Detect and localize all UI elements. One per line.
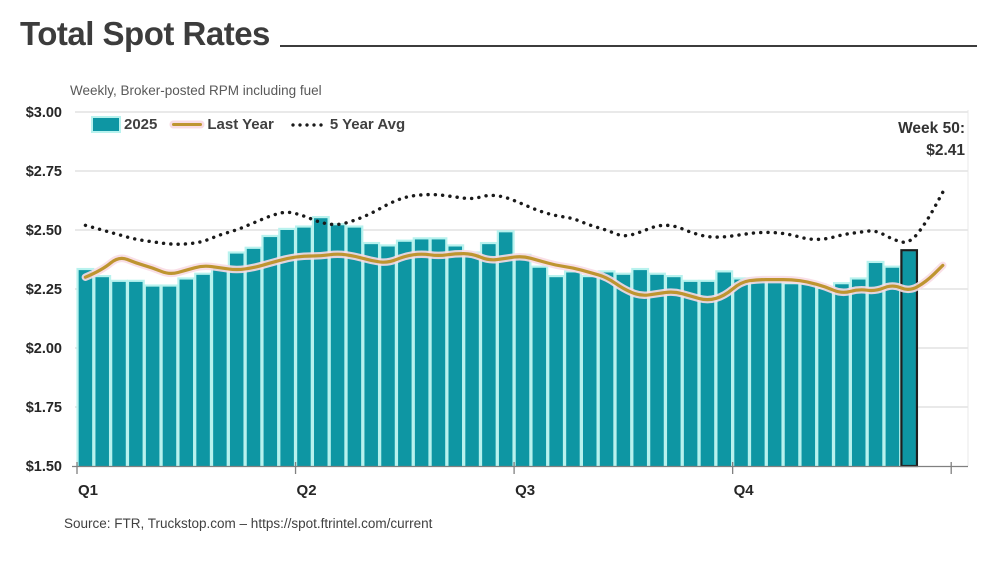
chart-subtitle: Weekly, Broker-posted RPM including fuel: [70, 83, 322, 98]
bar-week-29: [549, 277, 563, 466]
bar-week-12: [263, 237, 278, 466]
x-axis-label-q2: Q2: [297, 482, 317, 499]
y-axis-label: $1.75: [26, 400, 62, 416]
bar-week-8: [196, 274, 210, 466]
legend-label-5-year-avg: 5 Year Avg: [329, 116, 406, 133]
bar-week-18: [364, 244, 378, 466]
bar-week-19: [381, 246, 395, 466]
bar-week-4: [129, 281, 143, 466]
bar-week-41: [751, 279, 765, 466]
legend-label-last-year: Last Year: [207, 116, 274, 133]
y-axis-label: $1.50: [26, 459, 62, 475]
week50-annotation-label: Week 50:: [898, 120, 965, 137]
bar-week-30: [566, 272, 580, 466]
bar-week-25: [482, 244, 496, 466]
bar-week-38: [700, 281, 715, 466]
y-axis-label: $2.50: [26, 223, 62, 239]
y-axis-label: $2.00: [26, 341, 62, 357]
bar-week-17: [347, 227, 362, 466]
bar-week-5: [145, 286, 160, 466]
bar-week-11: [246, 248, 261, 466]
legend-item-last-year: Last Year: [172, 116, 274, 133]
dotted-swatch-icon: [288, 122, 325, 127]
bar-week-9: [213, 267, 227, 466]
bar-week-46: [835, 284, 849, 466]
bar-week-2: [95, 277, 109, 466]
bar-week-1: [78, 270, 93, 466]
y-axis-label: $3.00: [26, 105, 62, 121]
bar-week-22: [431, 239, 446, 466]
bar-week-50: [902, 251, 916, 466]
bar-week-49: [885, 267, 900, 466]
bar-week-39: [717, 272, 731, 466]
legend-label-2025: 2025: [124, 116, 158, 133]
bar-week-33: [616, 274, 631, 466]
x-axis-label-q1: Q1: [78, 482, 98, 499]
five-year-avg-line: [83, 190, 945, 246]
bar-week-44: [801, 284, 816, 466]
last-year-line: [83, 252, 945, 302]
bar-week-15: [314, 218, 328, 466]
bar-week-26: [498, 232, 513, 466]
legend-item-2025: 2025: [93, 116, 157, 133]
bar-week-47: [851, 279, 866, 466]
bar-week-32: [599, 272, 614, 466]
x-axis-label-q4: Q4: [734, 482, 755, 499]
bar-week-27: [515, 255, 530, 466]
bar-week-24: [465, 253, 479, 466]
bar-week-40: [734, 279, 748, 466]
bar-week-35: [650, 274, 664, 466]
bar-week-13: [280, 230, 294, 466]
bar-week-28: [532, 267, 547, 466]
chart-legend: 2025 Last Year 5 Year Avg: [93, 116, 405, 133]
line-swatch-icon: [172, 122, 203, 127]
source-text: Source: FTR, Truckstop.com – https://spo…: [64, 516, 433, 531]
bar-week-48: [868, 263, 883, 466]
bar-week-6: [162, 286, 177, 466]
bar-week-34: [633, 270, 647, 466]
bar-week-16: [330, 225, 345, 466]
bar-week-7: [179, 279, 194, 466]
week50-annotation: Week 50: $2.41: [898, 118, 965, 163]
bar-week-36: [667, 277, 681, 466]
bar-week-23: [448, 246, 463, 466]
title-row: Total Spot Rates: [20, 14, 979, 54]
y-axis-label: $2.75: [26, 164, 62, 180]
bar-week-31: [583, 277, 597, 466]
bar-week-43: [784, 284, 799, 466]
bar-week-10: [229, 253, 244, 466]
bar-week-42: [767, 281, 782, 466]
bar-swatch-icon: [93, 118, 119, 131]
bar-week-3: [112, 281, 126, 466]
x-axis-label-q3: Q3: [515, 482, 535, 499]
bar-week-45: [818, 289, 832, 466]
page-title: Total Spot Rates: [20, 15, 270, 52]
title-underline: [279, 44, 977, 47]
week50-annotation-value: $2.41: [926, 142, 965, 160]
bar-week-14: [297, 227, 311, 466]
bar-week-37: [683, 281, 698, 466]
bar-week-21: [414, 239, 429, 466]
bar-week-20: [398, 241, 412, 466]
legend-item-5-year-avg: 5 Year Avg: [288, 116, 406, 133]
y-axis-label: $2.25: [26, 282, 62, 298]
